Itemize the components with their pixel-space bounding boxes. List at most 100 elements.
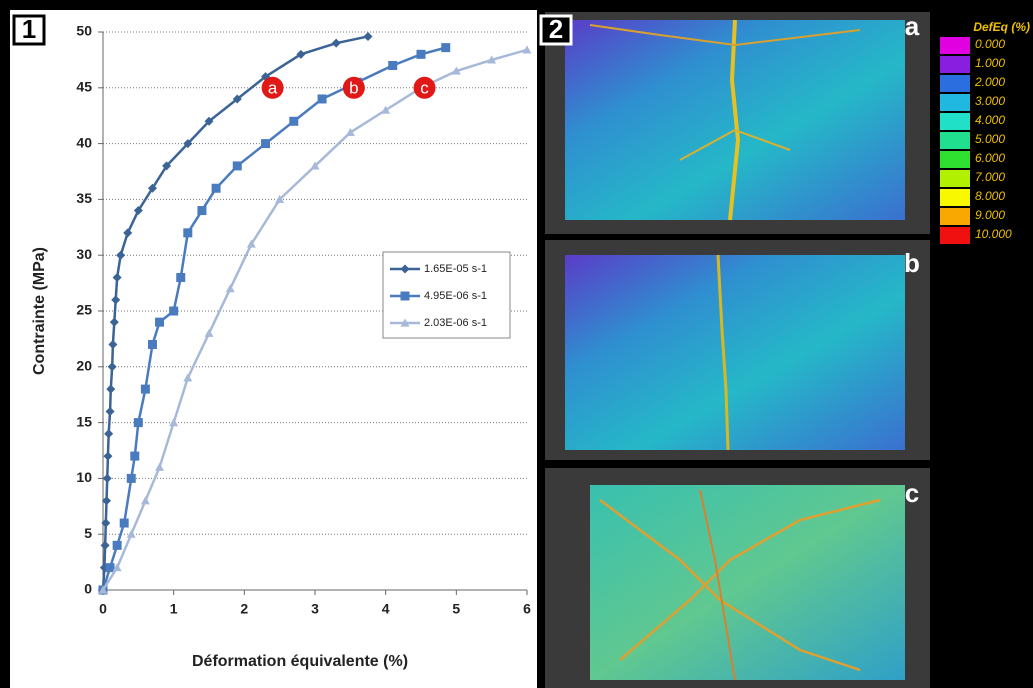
colorbar-label: 10.000: [975, 227, 1012, 241]
y-tick-label: 0: [84, 581, 92, 597]
square-marker: [211, 183, 221, 193]
chart-panel: [10, 10, 537, 688]
x-tick-label: 5: [452, 601, 460, 617]
y-tick-label: 15: [76, 413, 92, 429]
panel-label-box: [12, 14, 46, 46]
colorbar-swatch: [940, 189, 970, 206]
triangle-marker: [126, 529, 136, 538]
square-marker: [261, 139, 271, 149]
triangle-marker: [487, 55, 497, 64]
x-tick-label: 2: [240, 601, 248, 617]
colorbar-swatch: [940, 113, 970, 130]
diamond-marker: [116, 250, 126, 260]
diamond-marker: [162, 161, 172, 171]
y-tick-label: 50: [76, 23, 92, 39]
diamond-marker: [183, 139, 193, 149]
colorbar-swatch: [940, 151, 970, 168]
colorbar-label: 4.000: [975, 113, 1005, 127]
square-marker: [133, 418, 143, 428]
legend-label: 2.03E-06 s-1: [424, 317, 487, 329]
square-marker: [176, 273, 186, 283]
diamond-marker: [147, 183, 157, 193]
square-marker: [147, 339, 157, 349]
diamond-marker: [101, 518, 111, 528]
diamond-marker: [296, 49, 306, 59]
annotation-marker: [342, 76, 365, 99]
diamond-marker: [104, 429, 114, 439]
y-tick-label: 30: [76, 246, 92, 262]
annotation-marker: [261, 76, 284, 99]
diamond-marker: [100, 540, 110, 550]
diamond-marker: [112, 273, 122, 283]
diamond-marker: [102, 473, 112, 483]
x-tick-label: 3: [311, 601, 319, 617]
colorbar-swatch: [940, 227, 970, 244]
colorbar-label: 5.000: [975, 132, 1005, 146]
x-axis-label: Déformation équivalente (%): [192, 653, 408, 670]
legend-label: 1.65E-05 s-1: [424, 263, 487, 275]
triangle-marker: [225, 284, 235, 293]
y-tick-label: 25: [76, 302, 92, 318]
square-marker: [130, 451, 140, 461]
triangle-marker: [155, 462, 165, 471]
square-marker: [388, 60, 398, 70]
triangle-marker: [522, 45, 532, 54]
annotation-label: a: [268, 78, 278, 97]
panel-label-box: [539, 14, 573, 46]
triangle-marker: [204, 328, 214, 337]
annotation-label: c: [420, 78, 429, 97]
colorbar-label: 3.000: [975, 94, 1005, 108]
y-tick-label: 20: [76, 358, 92, 374]
triangle-marker: [183, 373, 193, 382]
diamond-marker: [103, 451, 113, 461]
diamond-marker: [106, 384, 116, 394]
square-marker: [289, 116, 299, 126]
triangle-marker: [140, 496, 150, 505]
colorbar-label: 2.000: [974, 75, 1005, 89]
diamond-marker: [123, 228, 133, 238]
x-tick-label: 4: [382, 601, 390, 617]
image-c: [545, 468, 930, 688]
triangle-marker: [400, 318, 410, 327]
x-tick-label: 0: [99, 601, 107, 617]
panel-label: 2: [549, 14, 563, 44]
x-tick-label: 1: [170, 601, 178, 617]
colorbar-swatch: [940, 56, 970, 73]
square-marker: [105, 563, 115, 573]
colorbar-swatch: [940, 94, 970, 111]
colorbar-label: 9.000: [975, 208, 1005, 222]
diamond-marker: [363, 31, 373, 41]
square-marker: [119, 518, 129, 528]
square-marker: [155, 317, 165, 327]
colorbar-swatch: [940, 132, 970, 149]
diamond-marker: [400, 264, 410, 274]
y-tick-label: 5: [84, 525, 92, 541]
triangle-marker: [381, 105, 391, 114]
colorbar-label: 0.000: [975, 37, 1005, 51]
square-marker: [140, 384, 150, 394]
square-marker: [169, 306, 179, 316]
legend-label: 4.95E-06 s-1: [424, 290, 487, 302]
y-tick-label: 35: [76, 190, 92, 206]
square-marker: [232, 161, 242, 171]
triangle-marker: [451, 66, 461, 75]
image-b: [545, 240, 930, 460]
square-marker: [400, 291, 410, 301]
diamond-marker: [109, 317, 119, 327]
square-marker: [197, 206, 207, 216]
colorbar-label: 6.000: [975, 151, 1005, 165]
square-marker: [126, 473, 136, 483]
annotation-label: b: [349, 78, 358, 97]
colorbar-label: 8.000: [975, 189, 1005, 203]
image-label: b: [904, 248, 920, 278]
diamond-marker: [133, 206, 143, 216]
diamond-marker: [204, 116, 214, 126]
diamond-marker: [102, 496, 112, 506]
image-label: c: [905, 478, 919, 508]
colorbar-swatch: [940, 75, 970, 92]
y-tick-label: 45: [76, 79, 92, 95]
colorbar-label: 1.000: [975, 56, 1005, 70]
diamond-marker: [232, 94, 242, 104]
